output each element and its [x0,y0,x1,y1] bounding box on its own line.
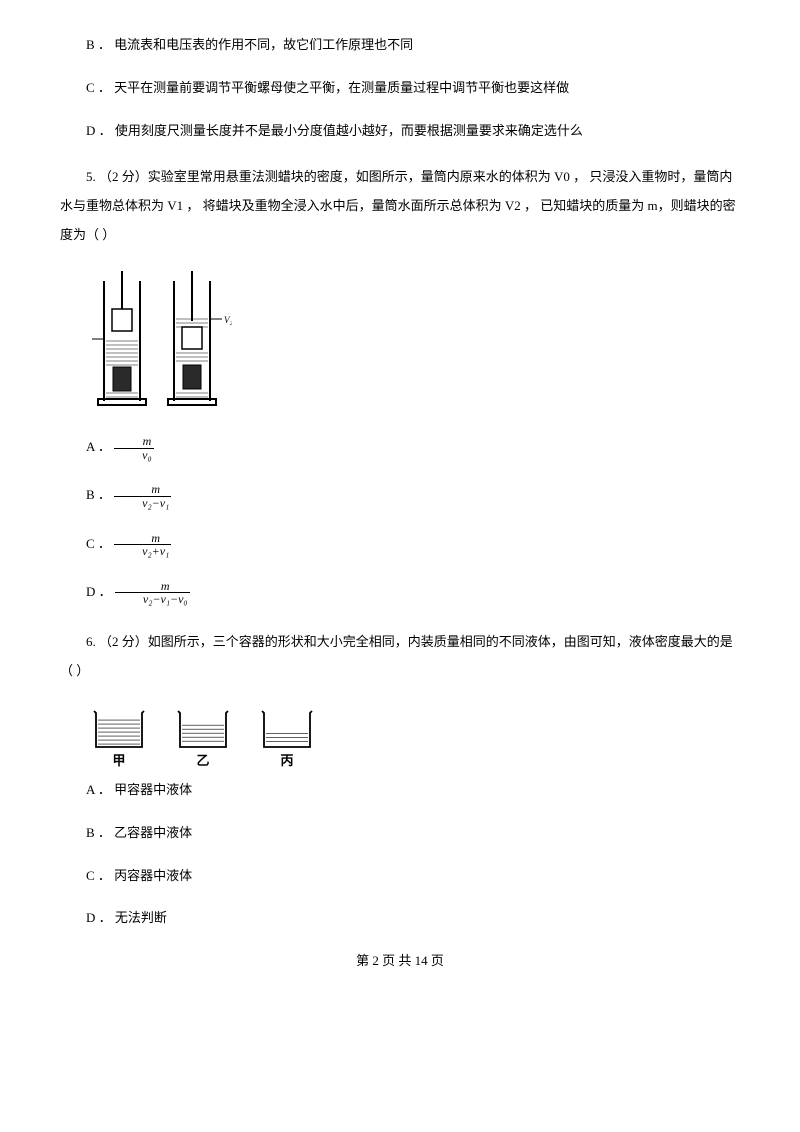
svg-text:V₂: V₂ [224,315,232,325]
q5-figure: V₁ V₂ [92,271,740,421]
q4-option-c: C ． 天平在测量前要调节平衡螺母使之平衡，在测量质量过程中调节平衡也要这样做 [60,78,740,99]
q4-option-b: B ． 电流表和电压表的作用不同，故它们工作原理也不同 [60,35,740,56]
page-footer: 第 2 页 共 14 页 [60,951,740,972]
q6-figure: 甲 乙 丙 [92,707,740,772]
q6-option-c: C ． 丙容器中液体 [60,866,740,887]
beaker-乙: 乙 [176,707,230,772]
q5-option-d: D ． mv₂−v₁−v₀ [60,580,740,606]
q6-option-d: D ． 无法判断 [60,908,740,929]
q6-stem: 6. （2 分）如图所示，三个容器的形状和大小完全相同，内装质量相同的不同液体，… [60,628,740,685]
q6-option-a: A ． 甲容器中液体 [60,780,740,801]
q6-option-b: B ． 乙容器中液体 [60,823,740,844]
q5-option-c: C ． mv₂+v₁ [60,532,740,558]
q5-option-a: A ． mv₀ [60,435,740,461]
q5-stem: 5. （2 分）实验室里常用悬重法测蜡块的密度，如图所示，量筒内原来水的体积为 … [60,163,740,249]
q4-option-d: D ． 使用刻度尺测量长度并不是最小分度值越小越好，而要根据测量要求来确定选什么 [60,121,740,142]
q5-option-b: B ． mv₂−v₁ [60,483,740,509]
cylinder-1: V₁ [92,271,152,421]
cylinder-2: V₂ [162,271,232,421]
beaker-丙: 丙 [260,707,314,772]
beaker-甲: 甲 [92,707,146,772]
